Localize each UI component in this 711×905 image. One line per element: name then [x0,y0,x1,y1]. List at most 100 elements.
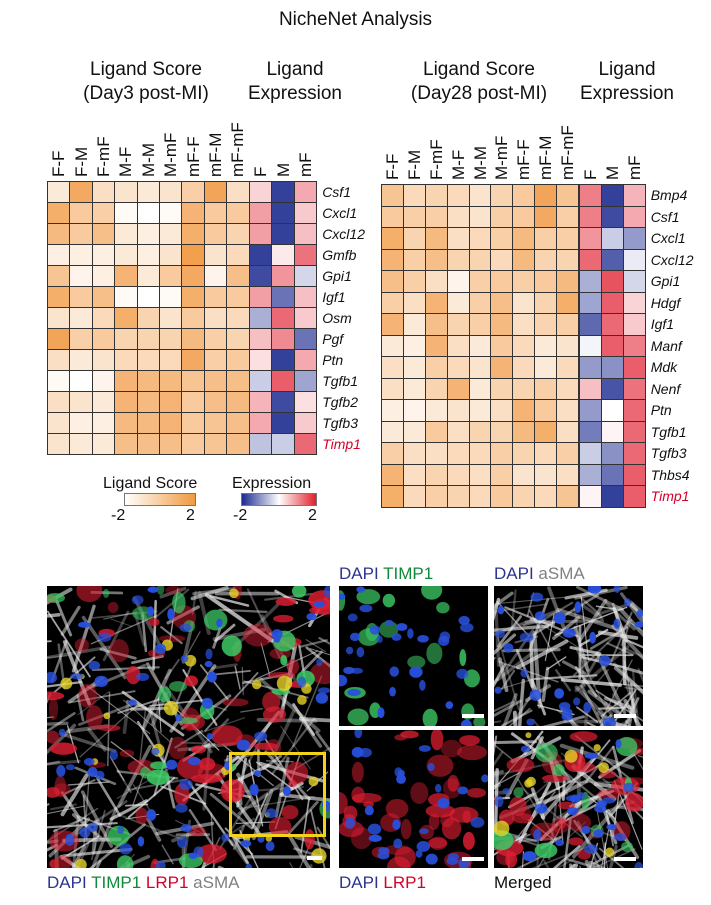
d3-score-cell-Cxcl12-F-F [48,224,70,244]
d28-score-cell-Csf1-mF-M [535,206,557,227]
d28-score-cell-Tgfb3-mF-mF [557,443,579,464]
d3-score-cell-Csf1-mF-M [204,182,227,202]
d3-score-cell-Pgf-M-M [137,329,159,349]
d3-expression-column-label-F: F [251,166,271,177]
d3-expression-cell-Pgf-M [272,329,294,349]
d3-score-cell-Pgf-mF-M [204,329,227,349]
d28-score-cell-Hdgf-M-M [469,292,491,313]
d3-score-cell-Igf1-F-mF [92,287,115,307]
d28-score-cell-Bmp4-mF-M [535,185,557,206]
d28-score-cell-Timp1-M-M [469,486,491,507]
d28-score-cell-Tgfb1-M-F [447,421,469,442]
d28-score-cell-Tgfb1-mF-M [535,421,557,442]
d28-score-cell-Timp1-F-F [382,486,403,507]
d28-expression-column-label-M: M [602,165,622,180]
d28-expression-cell-Nenf-F [580,378,601,399]
img-bl-texture [339,730,488,868]
d3-score-cell-Tgfb2-mF-M [204,392,227,412]
d28-column-label-mF-M: mF-M [536,135,556,180]
d28-score-cell-Csf1-F-F [382,206,403,227]
d3-score-cell-Cxcl1-mF-mF [227,203,249,223]
d3-score-cell-Csf1-mF-mF [227,182,249,202]
d3-column-label-mF-M: mF-M [206,132,225,177]
d28-expression-cell-Gpi1-F [580,271,601,292]
d28-expression-cell-Timp1-F [580,486,601,507]
d28-score-cell-Bmp4-mF-mF [557,185,579,206]
d3-expression-cell-Csf1-mF [294,182,317,202]
d3-score-cell-Gmfb-F-mF [92,245,115,265]
d3-score-cell-Cxcl1-M-F [115,203,137,223]
d3-expression-cell-Pgf-F [250,329,272,349]
d3-score-cell-Pgf-mF-mF [227,329,249,349]
d28-expression-cell-Thbs4-F [580,464,601,485]
d3-score-cell-Tgfb2-M-M [137,392,159,412]
d3-score-cell-Tgfb3-M-F [115,413,137,433]
d28-column-label-M-mF: M-mF [492,135,512,180]
d28-score-cell-Tgfb3-mF-M [535,443,557,464]
d3-score-cell-Tgfb2-M-F [115,392,137,412]
d28-column-label-F-mF: F-mF [426,139,446,180]
d3-score-cell-Cxcl12-M-F [115,224,137,244]
d28-score-cell-Csf1-mF-mF [557,206,579,227]
zoom-region-box [229,752,326,837]
d28-column-label-M-M: M-M [470,146,490,180]
day3-score-header-line2: (Day3 post-MI) [83,83,209,104]
d28-expression-cell-Tgfb3-F [580,443,601,464]
d28-score-cell-Tgfb1-F-F [382,421,403,442]
d28-score-cell-Hdgf-F-M [403,292,425,313]
d3-column-label-F-F: F-F [49,150,69,177]
d28-score-cell-Bmp4-M-F [447,185,469,206]
d3-score-cell-Gmfb-M-mF [159,245,182,265]
d3-column-label-mF-F: mF-F [183,136,203,177]
day28-expression-heatmap [579,184,646,508]
d3-score-cell-Igf1-mF-F [182,287,204,307]
d28-score-cell-Ptn-M-M [469,400,491,421]
d3-score-cell-Tgfb3-mF-mF [227,413,249,433]
d28-expression-cell-Igf1-F [580,314,601,335]
d28-expression-cell-Hdgf-F [580,292,601,313]
d3-score-cell-Tgfb3-M-M [137,413,159,433]
d3-expression-cell-Cxcl1-F [250,203,272,223]
d28-score-cell-Timp1-F-M [403,486,425,507]
d3-expression-cell-Tgfb3-M [272,413,294,433]
d28-score-cell-Manf-mF-F [513,335,535,356]
d3-score-cell-Cxcl12-mF-M [204,224,227,244]
day28-score-header-line2: (Day28 post-MI) [410,83,548,104]
d3-score-cell-Tgfb1-M-mF [159,371,182,391]
d3-score-cell-Gmfb-mF-M [204,245,227,265]
d28-score-cell-Cxcl12-F-M [403,249,425,270]
d28-gene-label-Cxcl12: Cxcl12 [650,251,694,268]
d28-expression-cell-Bmp4-F [580,185,601,206]
d3-expression-cell-Timp1-mF [294,434,317,454]
d28-score-cell-Gpi1-F-mF [425,271,447,292]
d28-expression-cell-Csf1-F [580,206,601,227]
d3-expression-cell-Gpi1-mF [294,266,317,286]
d28-score-cell-Bmp4-F-M [403,185,425,206]
d28-score-cell-Cxcl12-F-mF [425,249,447,270]
d3-score-cell-Csf1-F-mF [92,182,115,202]
legend-expression-title: Expression [232,475,312,492]
d3-column-label-M-mF: M-mF [161,132,181,177]
d3-score-cell-Ptn-mF-F [182,350,204,370]
d3-expression-cell-Tgfb1-mF [294,371,317,391]
d28-score-cell-Manf-mF-M [535,335,557,356]
d28-score-cell-Thbs4-F-M [403,464,425,485]
d3-score-cell-Gpi1-M-M [137,266,159,286]
d3-expression-cell-Gmfb-mF [294,245,317,265]
d3-score-cell-Igf1-F-M [70,287,92,307]
d3-gene-label-Tgfb2: Tgfb2 [322,394,358,410]
day28-score-header-line1: Ligand Score [423,59,535,80]
scale-bar-dapi-lrp1 [462,857,484,861]
d3-score-cell-Ptn-F-mF [92,350,115,370]
d28-score-cell-Gpi1-mF-mF [557,271,579,292]
day28-expression-header-line1: Ligand [598,59,656,80]
d3-score-cell-Tgfb2-F-M [70,392,92,412]
d3-score-cell-Ptn-M-mF [159,350,182,370]
figure-title: NicheNet Analysis [278,9,433,30]
d3-gene-label-Pgf: Pgf [322,331,344,347]
d3-score-cell-Igf1-mF-mF [227,287,249,307]
d3-score-cell-Ptn-mF-mF [227,350,249,370]
d28-score-cell-Hdgf-M-mF [491,292,513,313]
d28-score-cell-Tgfb3-F-mF [425,443,447,464]
d28-score-cell-Bmp4-F-mF [425,185,447,206]
